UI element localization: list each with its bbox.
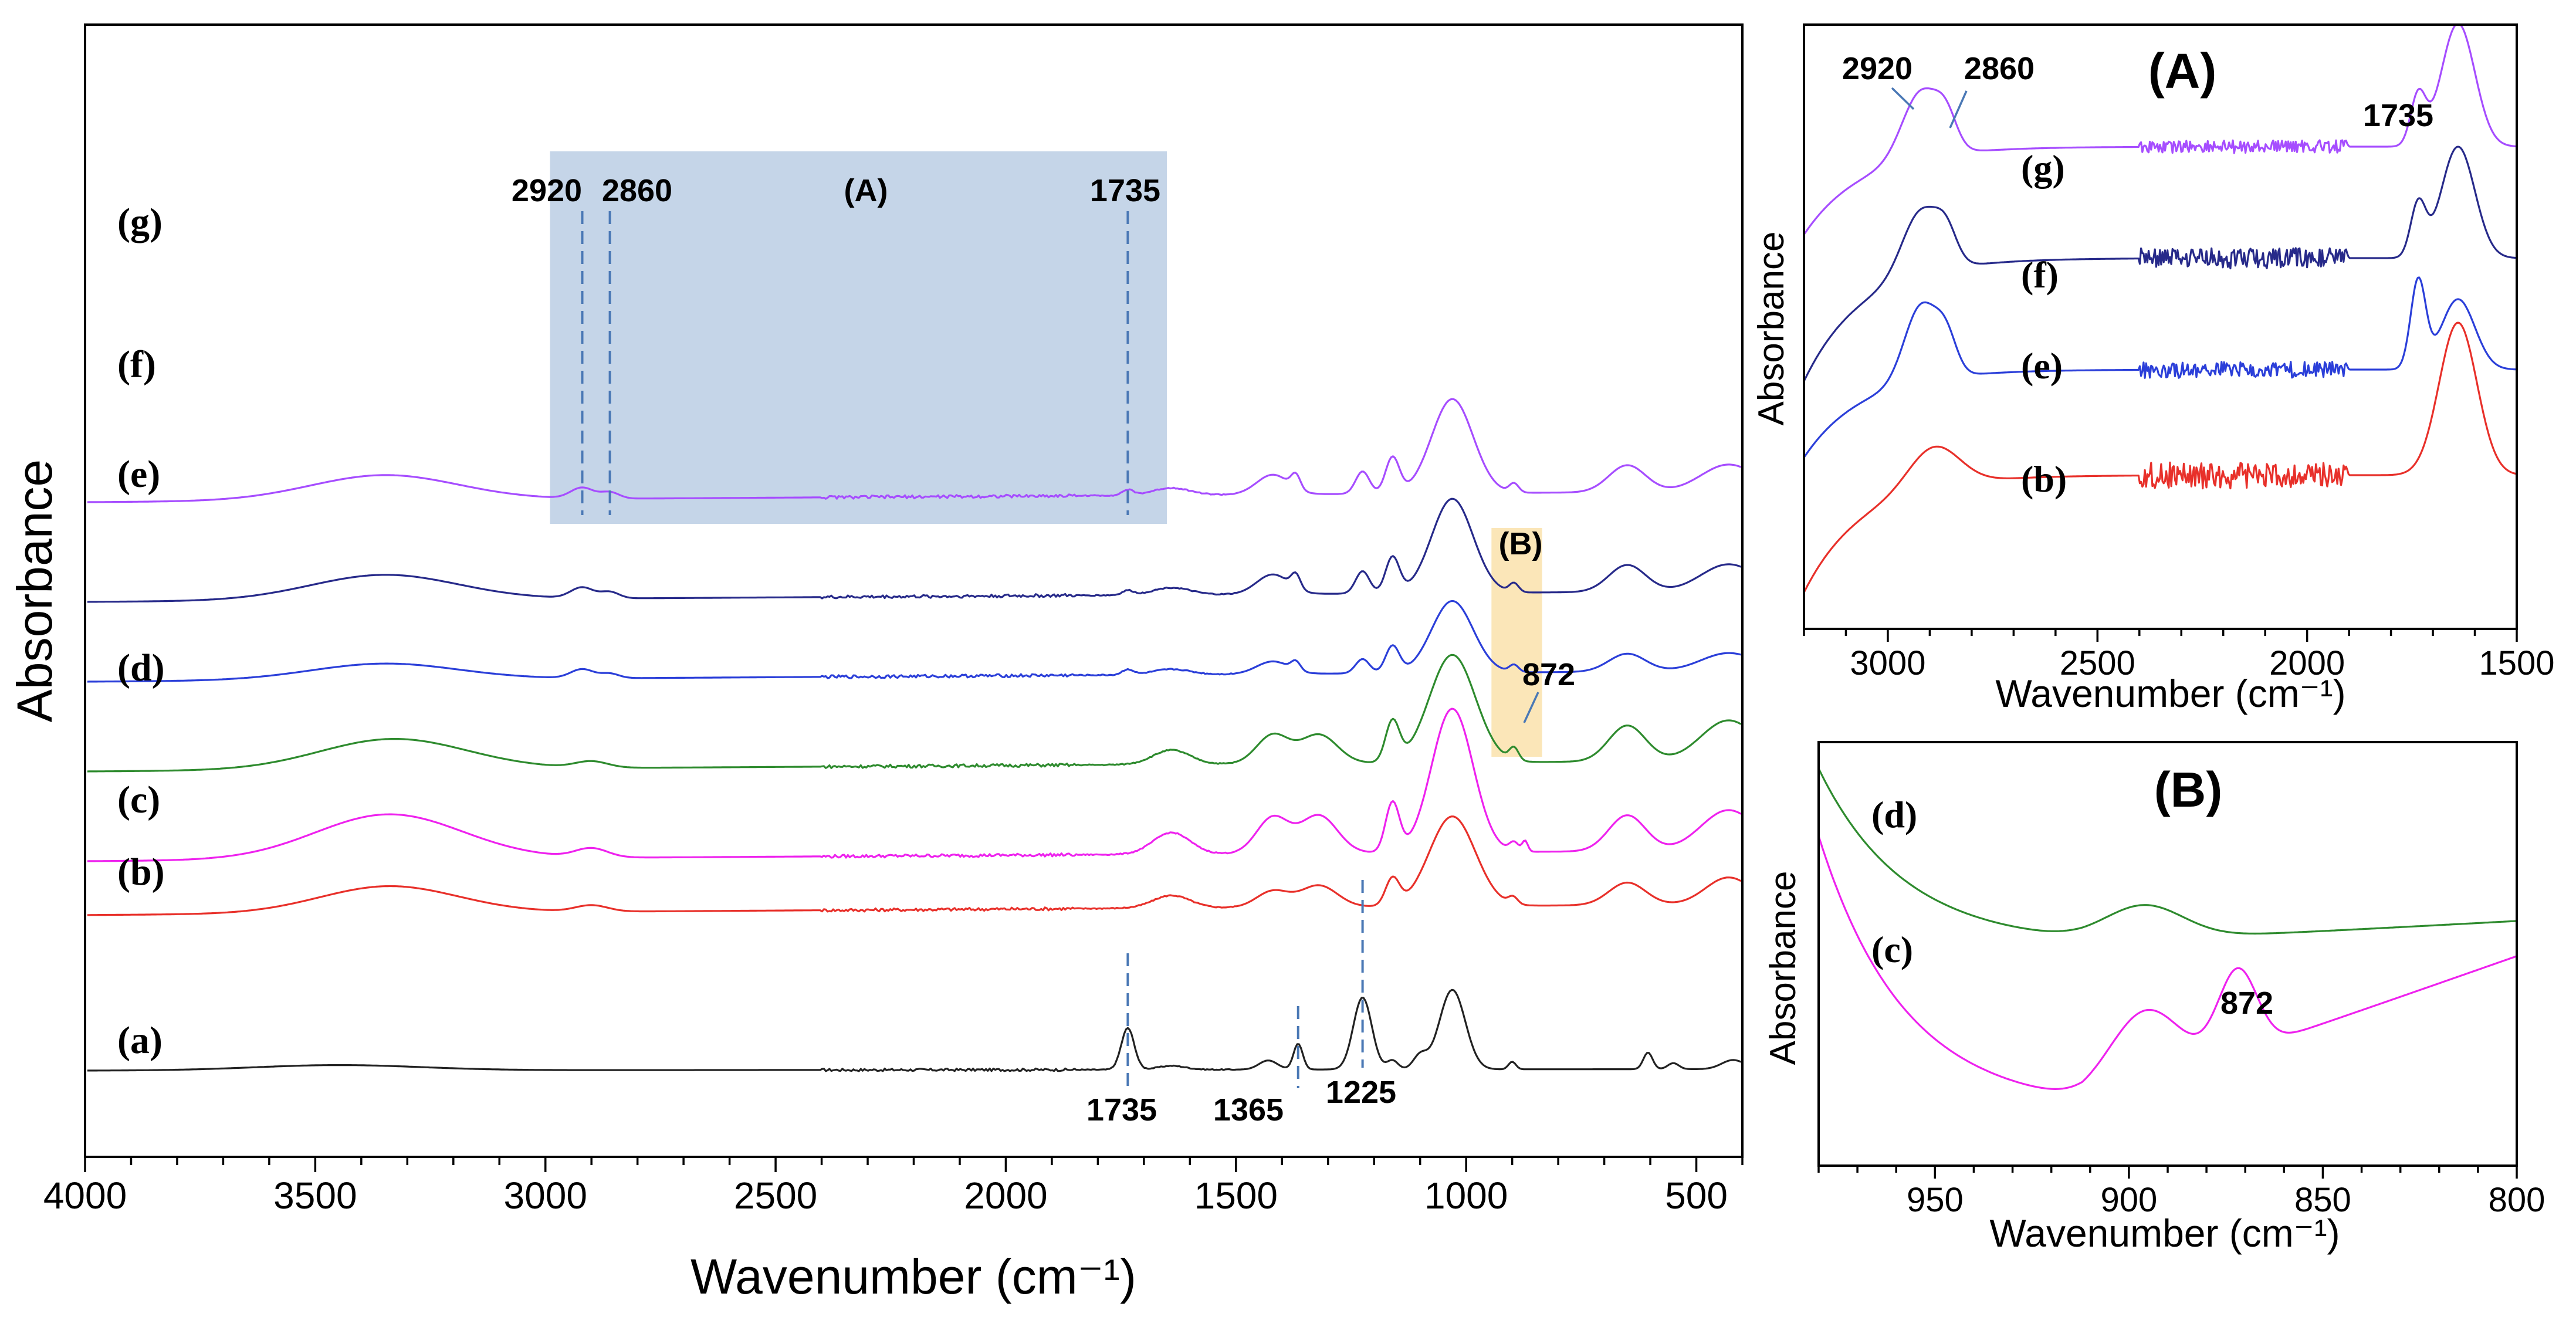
- inset-a-tick-label: 2000: [2269, 644, 2345, 682]
- inset-chart-a: 3000 2500 2000 1500 (A) Wavenumber (cm⁻¹) A…: [1751, 23, 2555, 715]
- annot-2860: 2860: [602, 173, 672, 208]
- main-tick-label: 3500: [273, 1174, 357, 1217]
- series-line-c: [87, 707, 1742, 862]
- main-y-axis-title: Absorbance: [7, 459, 62, 722]
- inset-a-series-b: [1803, 321, 2516, 593]
- series-line-a: [87, 988, 1742, 1072]
- inset-a-series-e: [1803, 276, 2516, 458]
- series-label-e: (e): [117, 453, 160, 496]
- inset-b-series-group: [1817, 768, 2517, 1090]
- main-chart: 4000 3500 3000 2500 2000 1500 1000 500 Wavenumb…: [7, 23, 1744, 1304]
- leader-872: [1523, 692, 1539, 723]
- inset-b-title: (B): [2154, 762, 2223, 817]
- inset-a-plot-frame: [1803, 23, 2518, 630]
- main-tick-label: 1500: [1194, 1174, 1278, 1217]
- annot-2920: 2920: [512, 173, 582, 208]
- series-label-a: (a): [117, 1019, 163, 1062]
- inset-a-label-e: (e): [2021, 345, 2063, 387]
- main-tick-label: 2500: [734, 1174, 817, 1217]
- inset-a-y-axis-title: Absorbance: [1751, 232, 1792, 426]
- inset-a-x-ticks: 3000 2500 2000 1500: [1803, 629, 2555, 682]
- inset-b-label-c: (c): [1871, 929, 1913, 970]
- annot-1365: 1365: [1213, 1092, 1284, 1128]
- inset-a-leader-2860: [1949, 90, 1968, 128]
- inset-b-series-d: [1817, 768, 2517, 935]
- series-label-g: (g): [117, 201, 163, 243]
- inset-a-series-g: [1803, 23, 2516, 235]
- inset-a-annot-2860: 2860: [1964, 51, 2035, 86]
- inset-b-annot-872: 872: [2220, 986, 2273, 1021]
- annot-1225: 1225: [1326, 1075, 1396, 1110]
- inset-a-x-axis-title: Wavenumber (cm⁻¹): [1995, 672, 2345, 715]
- annot-B: (B): [1499, 526, 1543, 561]
- highlight-region-B: [1491, 528, 1542, 757]
- inset-b-tick-label: 950: [1907, 1181, 1964, 1219]
- series-label-f: (f): [117, 343, 156, 386]
- inset-a-tick-label: 1500: [2479, 644, 2554, 682]
- inset-a-series-group: [1803, 23, 2516, 593]
- main-tick-label: 1000: [1424, 1174, 1508, 1217]
- inset-chart-b: 950 900 850 800 (B) Wavenumber (cm⁻¹) Absor…: [1763, 741, 2545, 1255]
- series-line-e: [87, 600, 1741, 683]
- annot-1735-top: 1735: [1090, 173, 1160, 208]
- series-line-g: [87, 398, 1742, 503]
- inset-a-title: (A): [2148, 43, 2217, 99]
- inset-a-label-g: (g): [2021, 147, 2065, 189]
- inset-b-series-c: [1817, 835, 2517, 1090]
- series-line-f: [87, 497, 1742, 603]
- main-series-group: [87, 398, 1742, 1072]
- inset-a-annot-2920: 2920: [1842, 51, 1912, 86]
- inset-a-tick-label: 3000: [1850, 644, 1925, 682]
- main-tick-label: 3000: [504, 1174, 587, 1217]
- inset-a-label-b: (b): [2021, 458, 2067, 500]
- inset-b-tick-label: 900: [2100, 1181, 2157, 1219]
- series-label-b: (b): [117, 851, 165, 893]
- annot-1735-bottom: 1735: [1086, 1092, 1157, 1128]
- main-tick-label: 2000: [964, 1174, 1047, 1217]
- series-line-d: [87, 654, 1742, 773]
- main-tick-label: 500: [1665, 1174, 1728, 1217]
- main-x-ticks: 4000 3500 3000 2500 2000 1500 1000 500: [43, 1157, 1744, 1217]
- inset-b-y-axis-title: Absorbance: [1763, 871, 1803, 1065]
- series-label-c: (c): [117, 778, 160, 821]
- annot-A: (A): [844, 173, 888, 208]
- inset-b-tick-label: 850: [2294, 1181, 2351, 1219]
- inset-a-series-f: [1803, 145, 2516, 382]
- highlight-region-A: [550, 151, 1167, 524]
- inset-a-label-f: (f): [2021, 254, 2059, 296]
- series-line-b: [87, 815, 1742, 916]
- main-tick-label: 4000: [43, 1174, 127, 1217]
- inset-b-label-d: (d): [1871, 794, 1917, 835]
- inset-a-annot-1735: 1735: [2363, 98, 2433, 133]
- inset-b-x-ticks: 950 900 850 800: [1817, 1166, 2545, 1219]
- inset-a-tick-label: 2500: [2060, 644, 2135, 682]
- inset-b-tick-label: 800: [2489, 1181, 2545, 1219]
- inset-a-leader-2920: [1891, 87, 1915, 110]
- main-x-axis-title: Wavenumber (cm⁻¹): [690, 1249, 1136, 1304]
- main-peak-markers: [581, 211, 1364, 1088]
- series-label-d: (d): [117, 646, 165, 689]
- inset-b-x-axis-title: Wavenumber (cm⁻¹): [1989, 1211, 2340, 1255]
- annot-872: 872: [1522, 657, 1575, 692]
